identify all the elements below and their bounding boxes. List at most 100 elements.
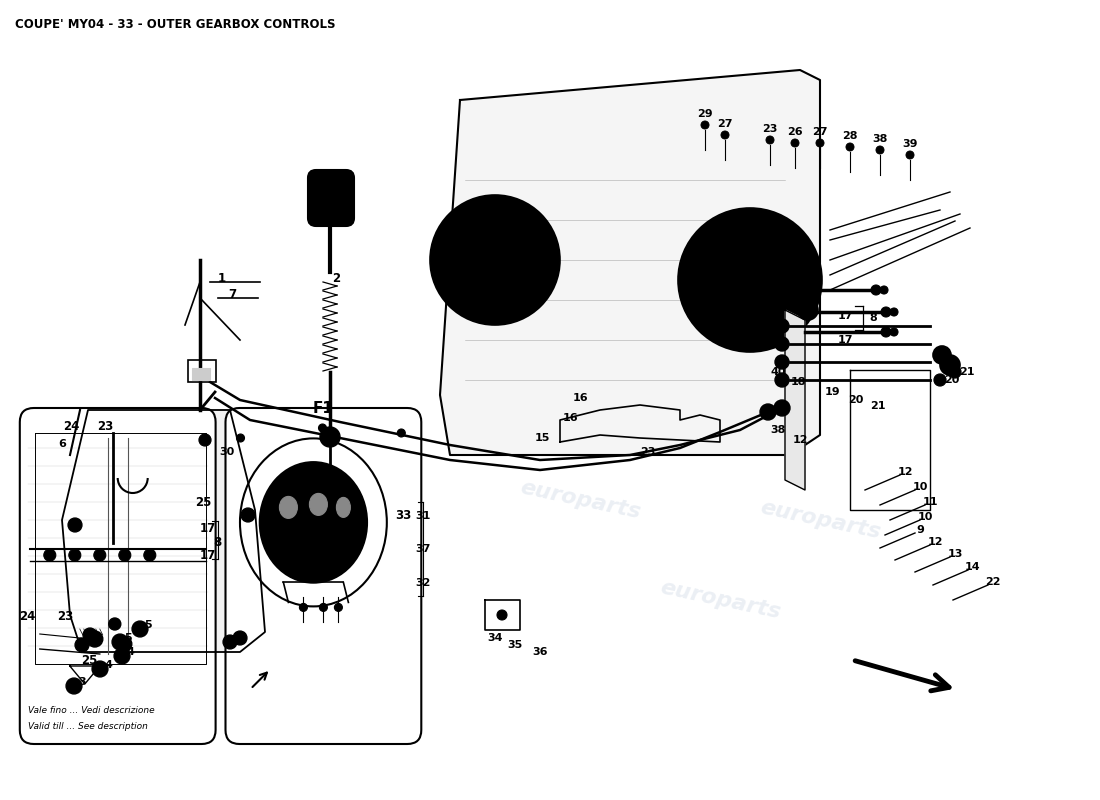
Text: 21: 21 [959,367,975,377]
Text: 25: 25 [196,495,212,509]
Circle shape [92,661,108,677]
Circle shape [430,195,560,325]
Circle shape [534,298,541,306]
Circle shape [109,618,121,630]
Text: 33: 33 [395,509,411,522]
Circle shape [695,225,805,335]
Circle shape [876,146,884,154]
Circle shape [75,638,89,652]
Text: 12: 12 [927,537,943,547]
Text: 6: 6 [58,439,66,449]
Circle shape [776,373,789,387]
Text: 10: 10 [917,512,933,522]
Text: 17: 17 [199,550,216,562]
Circle shape [776,337,789,351]
Ellipse shape [309,494,328,515]
Text: 31: 31 [416,510,431,521]
Circle shape [96,665,104,673]
Text: 23: 23 [762,124,778,134]
Circle shape [497,610,507,620]
Circle shape [78,641,86,649]
Circle shape [87,631,102,647]
Text: 7: 7 [228,289,236,302]
Text: 3: 3 [78,677,86,687]
Text: 35: 35 [507,640,522,650]
Text: 29: 29 [697,109,713,119]
Text: 40: 40 [770,367,785,377]
Circle shape [94,549,106,561]
Circle shape [116,638,124,646]
Circle shape [319,603,328,611]
Circle shape [715,245,785,315]
Text: 34: 34 [487,633,503,643]
Circle shape [890,308,898,316]
Circle shape [397,429,405,437]
Circle shape [118,637,132,651]
Text: 24: 24 [20,610,36,623]
Circle shape [760,404,775,420]
Circle shape [112,621,118,627]
Text: 28: 28 [843,131,858,141]
Circle shape [320,427,340,447]
Circle shape [112,634,128,650]
Circle shape [244,511,252,519]
Circle shape [906,151,914,159]
Circle shape [119,549,131,561]
Polygon shape [62,410,265,652]
Circle shape [72,521,79,529]
Circle shape [766,136,774,144]
Text: 13: 13 [947,549,962,559]
Circle shape [223,635,236,649]
Circle shape [69,549,80,561]
Circle shape [236,634,244,642]
Circle shape [449,214,456,222]
Text: 12: 12 [792,435,807,445]
Text: 8: 8 [213,536,222,549]
Circle shape [846,143,854,151]
Circle shape [68,518,82,532]
Circle shape [299,603,307,611]
Text: 10: 10 [912,482,927,492]
Circle shape [70,682,78,690]
Ellipse shape [279,496,297,518]
Circle shape [881,327,891,337]
Text: A: A [946,360,954,370]
Circle shape [816,139,824,147]
Text: 22: 22 [986,577,1001,587]
Circle shape [236,434,244,442]
Circle shape [319,424,327,432]
Circle shape [551,256,559,264]
Circle shape [121,641,129,647]
Circle shape [791,139,799,147]
Circle shape [431,256,439,264]
Text: 20: 20 [944,375,959,385]
Text: 4: 4 [104,660,112,670]
Circle shape [233,631,248,645]
Text: 5: 5 [144,620,152,630]
Text: europarts: europarts [758,498,882,542]
Circle shape [322,469,338,485]
Text: 17: 17 [837,335,852,345]
Text: 16: 16 [572,393,587,403]
FancyBboxPatch shape [226,408,421,744]
Circle shape [468,232,522,288]
Text: F1: F1 [314,401,333,416]
FancyBboxPatch shape [20,408,216,744]
Circle shape [447,212,543,308]
Text: 12: 12 [898,467,913,477]
Circle shape [933,346,952,364]
Ellipse shape [337,498,351,518]
Circle shape [491,316,499,324]
Circle shape [774,400,790,416]
Text: europarts: europarts [518,478,642,522]
Text: 2: 2 [332,271,340,285]
Bar [192,368,210,380]
Circle shape [720,131,729,139]
Text: 23: 23 [640,447,656,457]
Circle shape [701,121,710,129]
Text: 27: 27 [717,119,733,129]
Text: 19: 19 [824,387,839,397]
Circle shape [890,328,898,336]
Circle shape [334,603,342,611]
Text: 26: 26 [788,127,803,137]
